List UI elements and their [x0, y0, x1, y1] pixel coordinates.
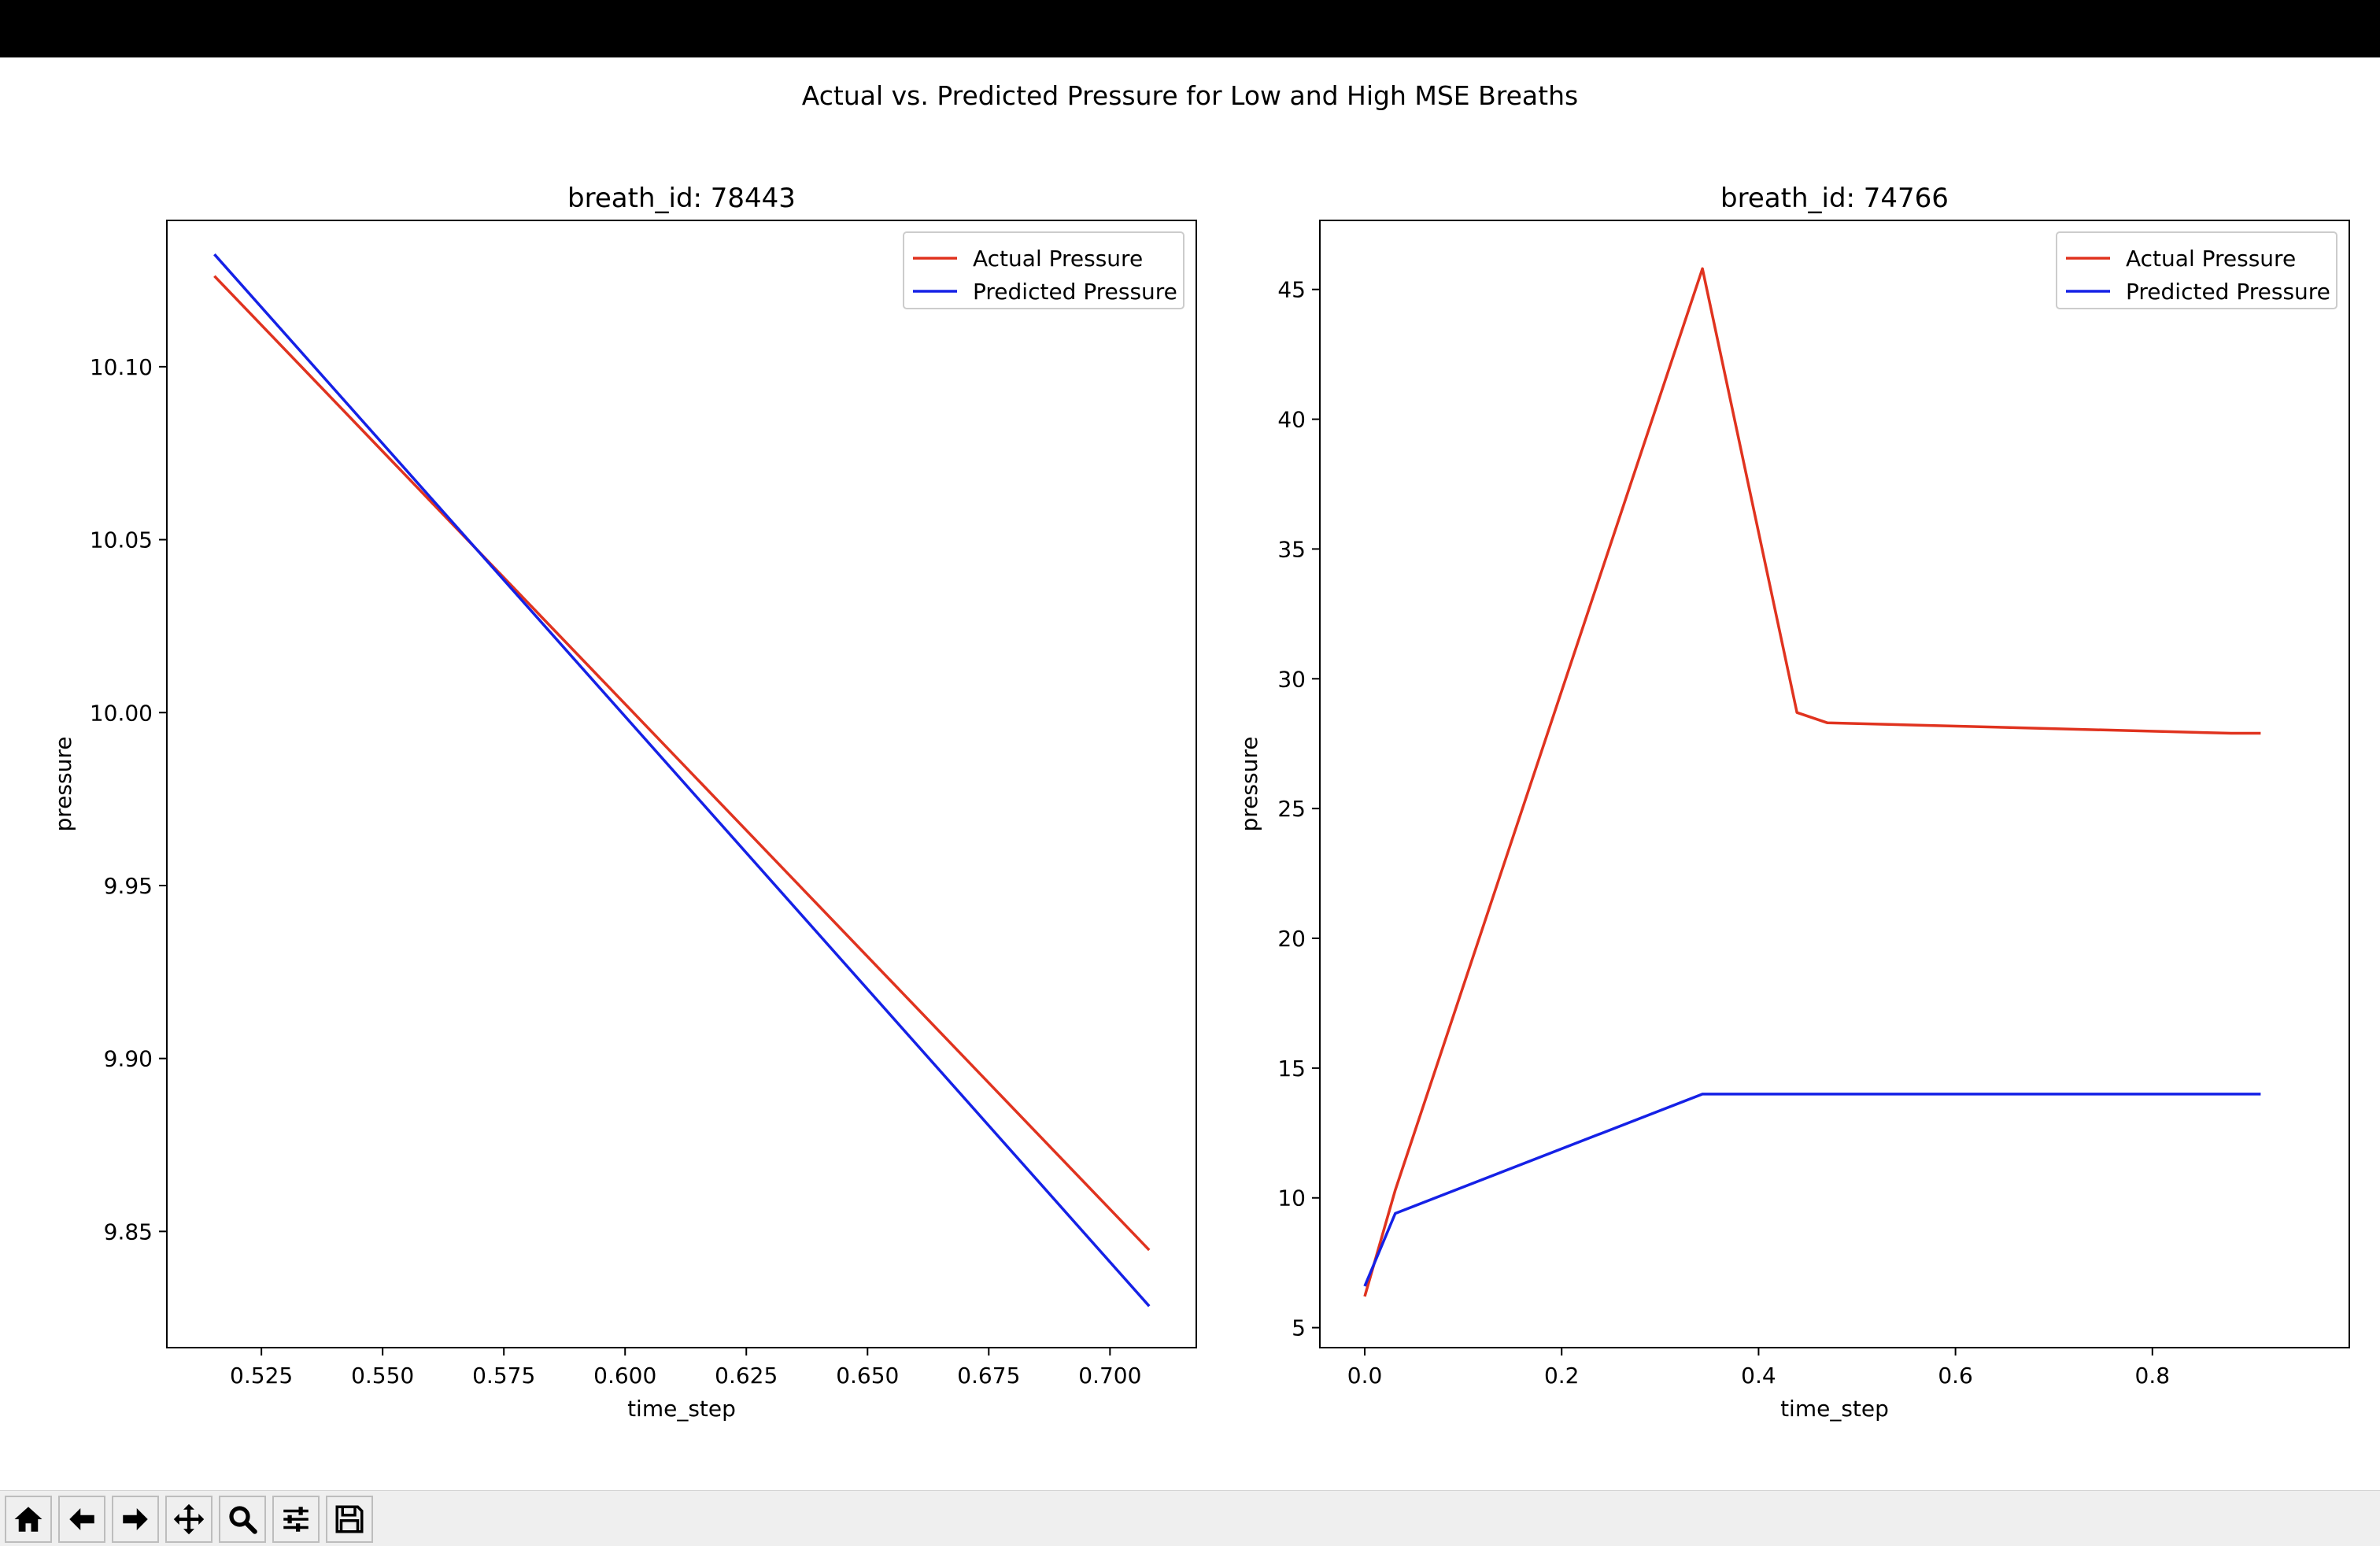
chart1-x-tick-label: 0.8: [2135, 1363, 2171, 1389]
chart0-y-tick-label: 10.10: [90, 354, 153, 380]
chart0-predicted-pressure-line: [213, 253, 1151, 1307]
chart1-x-axis-label: time_step: [1780, 1396, 1889, 1422]
figure-suptitle: Actual vs. Predicted Pressure for Low an…: [802, 80, 1578, 111]
forward-button[interactable]: [112, 1496, 159, 1543]
arrow-left-icon: [69, 1508, 94, 1530]
chart0-y-tick-label: 9.95: [104, 873, 153, 899]
chart1-predicted-pressure-line: [1363, 1093, 2261, 1287]
chart1-y-tick-label: 30: [1277, 666, 1306, 692]
chart0-legend-box: [903, 231, 1184, 309]
chart0-y-axis-label: pressure: [50, 737, 76, 832]
chart0-y-tick-label: 9.85: [104, 1219, 153, 1245]
chart1-axes-frame: [1319, 220, 2350, 1348]
chart0-y-tick-label: 10.05: [90, 527, 153, 553]
chart1-legend-box: [2056, 231, 2338, 309]
chart0-x-tick-label: 0.675: [957, 1363, 1020, 1389]
sliders-icon: [283, 1507, 309, 1532]
arrow-right-icon: [123, 1508, 148, 1530]
chart0-actual-pressure-line: [213, 275, 1151, 1252]
chart1-y-tick-label: 20: [1277, 926, 1306, 952]
chart0-title: breath_id: 78443: [567, 183, 796, 214]
figure-svg: Actual vs. Predicted Pressure for Low an…: [50, 80, 2350, 1422]
save-button[interactable]: [326, 1496, 373, 1543]
chart-1: breath_id: 78443 0.525 0.550 0.575 0.600 0.62…: [50, 183, 1197, 1422]
chart1-x-tick-label: 0.6: [1938, 1363, 1973, 1389]
chart1-y-tick-label: 35: [1277, 536, 1306, 562]
chart1-y-tick-label: 5: [1292, 1315, 1306, 1341]
chart0-x-tick-label: 0.575: [472, 1363, 535, 1389]
chart0-x-tick-label: 0.625: [715, 1363, 778, 1389]
chart1-y-tick-label: 40: [1277, 407, 1306, 433]
chart1-y-tick-label: 25: [1277, 796, 1306, 822]
chart0-axes-frame: [166, 220, 1197, 1348]
magnifier-icon: [229, 1506, 257, 1534]
chart0-x-tick-label: 0.650: [836, 1363, 899, 1389]
chart1-x-tick-label: 0.2: [1544, 1363, 1580, 1389]
zoom-button[interactable]: [219, 1496, 266, 1543]
chart1-legend-label: Predicted Pressure: [2126, 279, 2330, 305]
floppy-disk-icon: [335, 1505, 364, 1533]
chart1-actual-pressure-line: [1363, 267, 2261, 1297]
configure-subplots-button[interactable]: [272, 1496, 320, 1543]
chart0-x-tick-label: 0.525: [230, 1363, 293, 1389]
back-button[interactable]: [58, 1496, 105, 1543]
home-button[interactable]: [5, 1496, 52, 1543]
chart1-x-tick-label: 0.4: [1741, 1363, 1776, 1389]
chart0-y-tick-label: 9.90: [104, 1046, 153, 1072]
move-icon: [173, 1503, 205, 1535]
chart1-legend: Actual Pressure Predicted Pressure: [2056, 231, 2338, 309]
chart1-x-tick-label: 0.0: [1347, 1363, 1383, 1389]
chart1-y-tick-label: 45: [1277, 277, 1306, 303]
chart0-legend: Actual Pressure Predicted Pressure: [903, 231, 1184, 309]
chart1-y-tick-label: 15: [1277, 1056, 1306, 1082]
window-titlebar: [0, 0, 2380, 57]
chart-2: breath_id: 74766 0.0 0.2 0.4 0.6 0.8 5 10 15 20 25…: [1236, 183, 2350, 1422]
chart0-legend-label: Actual Pressure: [973, 246, 1143, 272]
home-icon: [14, 1507, 42, 1532]
figure-canvas: Actual vs. Predicted Pressure for Low an…: [0, 57, 2380, 1490]
chart1-y-tick-label: 10: [1277, 1185, 1306, 1211]
chart0-legend-label: Predicted Pressure: [973, 279, 1177, 305]
chart0-y-tick-label: 10.00: [90, 700, 153, 726]
chart1-y-axis-label: pressure: [1236, 737, 1262, 832]
navigation-toolbar: [0, 1490, 2380, 1546]
chart1-title: breath_id: 74766: [1720, 183, 1949, 214]
chart0-x-tick-label: 0.600: [593, 1363, 656, 1389]
chart0-x-tick-label: 0.700: [1078, 1363, 1141, 1389]
pan-button[interactable]: [165, 1496, 213, 1543]
chart0-x-axis-label: time_step: [627, 1396, 736, 1422]
chart1-legend-label: Actual Pressure: [2126, 246, 2296, 272]
chart0-x-tick-label: 0.550: [351, 1363, 414, 1389]
